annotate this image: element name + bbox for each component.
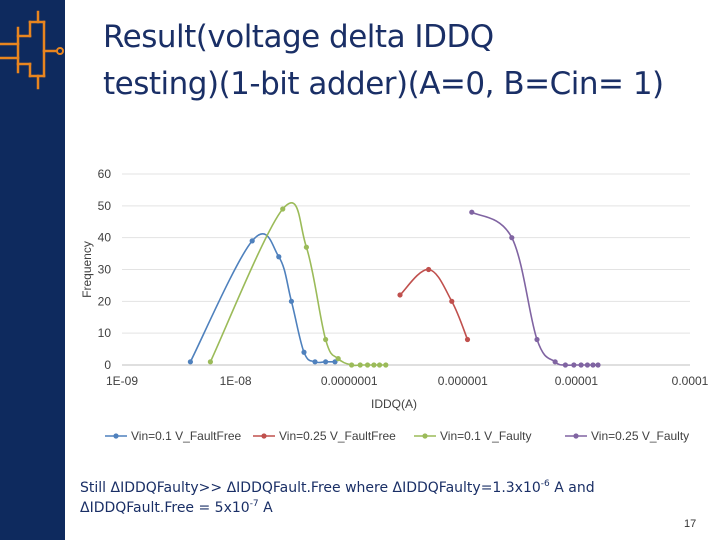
series-3-point (335, 356, 341, 362)
series-4-point (590, 362, 596, 368)
y-tick-label: 10 (98, 326, 112, 340)
sidebar-band (0, 0, 65, 540)
series-3-point (357, 362, 363, 368)
x-tick-label: 1E-09 (106, 374, 138, 388)
x-tick-label: 0.0000001 (321, 374, 378, 388)
series-4-point (534, 336, 540, 343)
legend-1-label: Vin=0.1 V_FaultFree (131, 429, 242, 443)
series-3-point (371, 362, 377, 368)
title-line-1: Result(voltage delta IDDQ (103, 19, 494, 55)
series-1-point (323, 359, 329, 365)
legend-3-label: Vin=0.1 V_Faulty (440, 429, 532, 443)
chart-container: 0 10 20 30 40 50 60 1E-09 1E-08 0.0000001 0.000001… (65, 158, 715, 455)
series-3-point (323, 336, 329, 343)
note-text-3: ΔIDDQFault.Free = 5x10 (80, 500, 250, 516)
series-1-point (288, 298, 295, 304)
series-1-point (301, 349, 307, 355)
y-tick-label: 0 (104, 358, 111, 372)
x-tick-label: 1E-08 (220, 374, 252, 388)
series-3-point (376, 362, 383, 368)
series-3-point (280, 206, 286, 212)
note-text-2: A and (549, 480, 595, 496)
note-exponent-2: -7 (249, 499, 259, 509)
y-tick-label: 40 (98, 231, 112, 245)
series-3-line (209, 202, 386, 367)
y-axis-title: Frequency (80, 241, 94, 298)
note-exponent-1: -6 (540, 479, 550, 489)
series-4-point (595, 362, 601, 368)
series-3-point (207, 359, 213, 365)
series-3-point (364, 362, 371, 368)
series-1-point (276, 254, 282, 260)
series-4-point (578, 362, 584, 368)
series-1-point (187, 359, 193, 365)
x-tick-label: 0.00001 (555, 374, 599, 388)
page-number: 17 (684, 518, 697, 530)
x-axis-title: IDDQ(A) (371, 397, 417, 411)
x-tick-label: 0.000001 (438, 374, 488, 388)
series-4-point (571, 362, 577, 368)
series-2-point (464, 336, 471, 343)
y-tick-label: 20 (98, 294, 112, 308)
legend-2-label: Vin=0.25 V_FaultFree (279, 429, 396, 443)
series-3-point (303, 244, 310, 250)
series-2-line (399, 268, 469, 340)
series-2-point (426, 266, 432, 273)
series-4-point (469, 209, 475, 215)
y-tick-label: 60 (98, 167, 112, 181)
circuit-logo-icon (0, 10, 64, 90)
series-4-point (509, 235, 515, 241)
iddq-frequency-chart: 0 10 20 30 40 50 60 1E-09 1E-08 0.0000001 0.000001… (80, 167, 709, 443)
series-1-point (332, 359, 338, 365)
legend-1-marker (113, 433, 119, 439)
legend-2-marker (261, 433, 267, 439)
note-text-1: Still ΔIDDQFaulty>> ΔIDDQFault.Free wher… (80, 480, 541, 496)
legend-4-label: Vin=0.25 V_Faulty (591, 429, 689, 443)
y-tick-label: 50 (98, 199, 112, 213)
series-3-point (383, 362, 389, 368)
series-4-point (562, 362, 568, 368)
y-tick-label: 30 (98, 263, 112, 277)
slide-note: Still ΔIDDQFaulty>> ΔIDDQFault.Free wher… (80, 478, 640, 518)
slide-title: Result(voltage delta IDDQ testing)(1-bit… (103, 14, 703, 108)
note-text-4: A (258, 500, 273, 516)
series-2-point (449, 298, 455, 304)
legend-3-marker (422, 433, 428, 439)
series-4-point (584, 362, 591, 368)
series-1-point (249, 238, 255, 244)
series-2-point (397, 292, 403, 298)
series-4-line (471, 211, 599, 367)
x-tick-label: 0.0001 (672, 374, 709, 388)
series-4-point (552, 359, 558, 365)
series-1-line (189, 233, 336, 364)
legend-4-marker (573, 433, 579, 439)
series-1-point (312, 359, 318, 365)
series-3-point (349, 362, 355, 368)
title-line-2: testing)(1-bit adder)(A=0, B=Cin= 1) (103, 66, 664, 102)
